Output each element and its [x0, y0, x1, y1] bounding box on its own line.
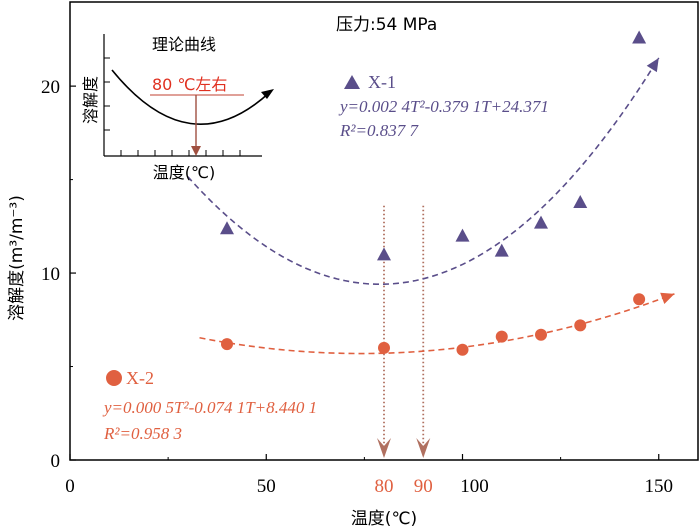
x2-equation: y=0.000 5T²-0.074 1T+8.440 1 — [102, 398, 317, 417]
reference-arrowhead-90 — [416, 438, 431, 458]
x2-point — [495, 330, 508, 343]
x1-point — [534, 215, 548, 229]
inset-annotation: 80 ℃左右 — [152, 75, 227, 94]
x1-point — [220, 221, 234, 235]
x2-point — [574, 319, 587, 332]
x1-legend-marker — [344, 75, 360, 89]
fit-curves — [187, 57, 675, 355]
x2-point — [456, 343, 469, 356]
x-tick-label: 150 — [645, 476, 674, 497]
pressure-label: 压力:54 MPa — [336, 15, 437, 35]
y-axis-title: 溶解度(m³/m⁻³) — [7, 195, 27, 321]
x1-r2: R²=0.837 7 — [339, 121, 419, 140]
x1-point — [632, 30, 647, 44]
inset-y-label: 溶解度 — [81, 76, 100, 124]
fit-curve-X-1 — [187, 57, 660, 286]
inset-curve-arrowhead — [261, 89, 274, 99]
x1-legend-label: X-1 — [368, 72, 396, 92]
x1-point — [494, 243, 509, 257]
x1-point — [455, 228, 470, 242]
y-tick-label: 10 — [41, 264, 60, 285]
reference-arrowhead-80 — [377, 438, 391, 458]
x1-equation: y=0.002 4T²-0.379 1T+24.371 — [338, 97, 549, 116]
x-tick-label: 0 — [65, 476, 75, 497]
x-tick-label: 50 — [257, 476, 276, 497]
x1-point — [377, 247, 391, 261]
x2-r2: R²=0.958 3 — [103, 424, 182, 443]
x2-point — [221, 338, 233, 351]
x1-point — [573, 195, 588, 209]
y-tick-label: 0 — [51, 451, 61, 472]
fit-curve-X-2 — [199, 293, 675, 355]
y-tick-label: 20 — [41, 77, 60, 98]
x-tick-label-highlight: 90 — [414, 476, 433, 497]
inset-diagram: 理论曲线 80 ℃左右 溶解度 温度(℃) — [81, 34, 274, 182]
inset-minimum-arrowhead — [191, 146, 201, 156]
x2-point — [535, 328, 547, 341]
x2-legend-marker — [106, 370, 122, 386]
fit-arrowhead-X-1 — [646, 57, 659, 73]
reference-lines — [377, 205, 431, 458]
x2-point — [378, 341, 390, 354]
tick-layer: 0 50 100 150 80 90 0 10 20 — [41, 77, 673, 497]
plot-frame — [69, 1, 699, 461]
x-axis-title: 温度(℃) — [351, 509, 417, 529]
inset-x-label: 温度(℃) — [153, 163, 215, 182]
fit-arrowhead-X-2 — [660, 292, 675, 305]
data-markers — [220, 30, 647, 356]
x2-point — [633, 293, 646, 306]
inset-title: 理论曲线 — [152, 35, 216, 54]
inset-curve — [111, 69, 271, 125]
x-tick-label: 100 — [460, 476, 489, 497]
x2-legend-label: X-2 — [126, 368, 154, 388]
x-tick-label-highlight: 80 — [375, 476, 394, 497]
